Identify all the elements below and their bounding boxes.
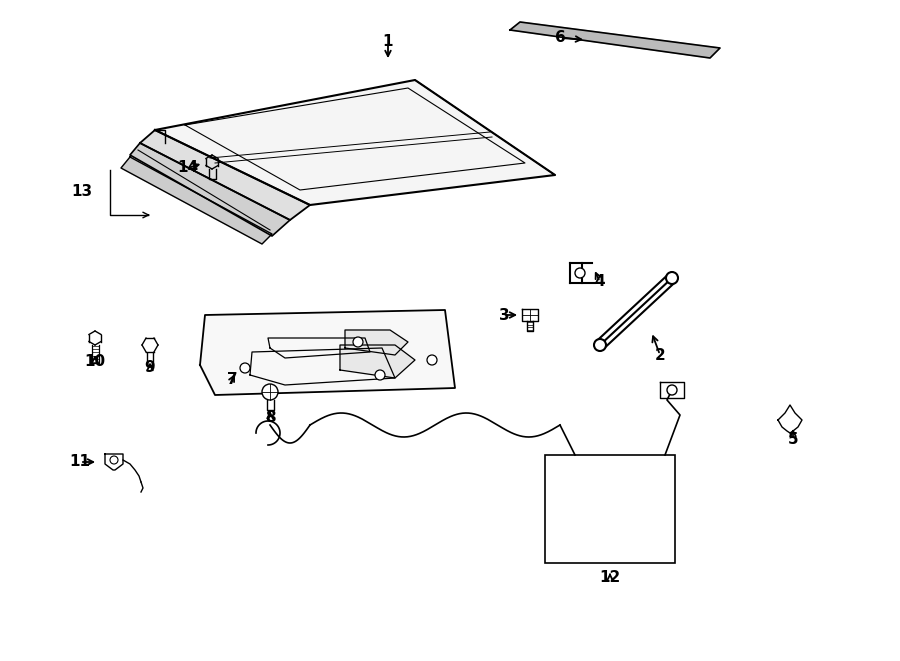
Text: 7: 7 [227, 373, 238, 387]
Text: 1: 1 [382, 34, 393, 50]
Text: 2: 2 [654, 348, 665, 362]
Bar [545, 455, 675, 563]
Text: 8: 8 [265, 410, 275, 426]
Polygon shape [510, 22, 720, 58]
Circle shape [262, 384, 278, 400]
Circle shape [594, 339, 606, 351]
Polygon shape [340, 345, 415, 378]
Polygon shape [130, 143, 290, 236]
Circle shape [667, 385, 677, 395]
Text: 6: 6 [554, 30, 565, 46]
Polygon shape [140, 130, 310, 220]
Circle shape [353, 337, 363, 347]
Polygon shape [200, 310, 455, 395]
Text: 11: 11 [69, 455, 91, 469]
Circle shape [240, 363, 250, 373]
Text: 4: 4 [595, 274, 606, 290]
Polygon shape [345, 330, 408, 355]
Polygon shape [121, 157, 272, 244]
Text: 14: 14 [177, 161, 199, 176]
Circle shape [666, 272, 678, 284]
Text: 10: 10 [85, 354, 105, 369]
Text: 12: 12 [599, 570, 621, 586]
Text: 5: 5 [788, 432, 798, 447]
Circle shape [375, 370, 385, 380]
Polygon shape [155, 80, 555, 205]
Text: 13: 13 [71, 184, 93, 200]
Circle shape [427, 355, 437, 365]
Text: 3: 3 [499, 307, 509, 323]
Circle shape [110, 456, 118, 464]
Text: 9: 9 [145, 360, 156, 375]
Circle shape [575, 268, 585, 278]
